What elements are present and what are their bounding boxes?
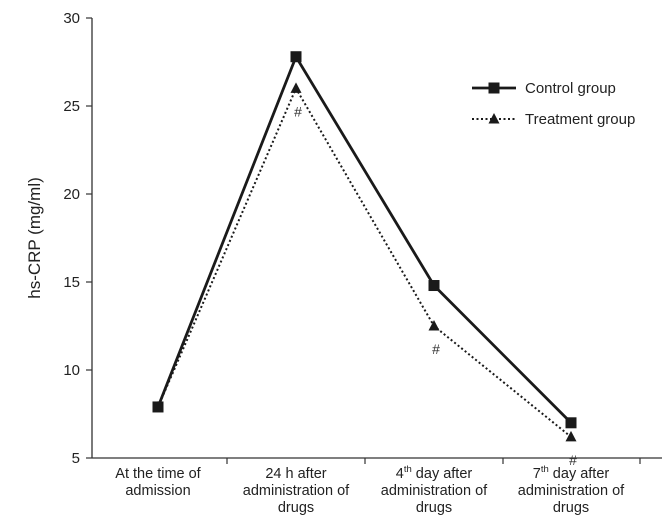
y-tick-label: 25 [63,98,80,115]
data-point-triangle [565,430,577,442]
y-tick-label: 10 [63,362,80,379]
x-tick-label-line: drugs [278,500,314,516]
data-point-triangle [488,113,500,124]
x-tick-label-line: drugs [553,500,589,516]
series-control-group [156,53,572,424]
data-point-square [488,82,500,94]
significance-marker: # [569,452,577,468]
significance-marker: # [294,103,302,119]
series-markers [152,51,577,429]
series-line [157,86,572,438]
y-tick-label: 15 [63,274,80,291]
x-tick-label-line: drugs [416,500,452,516]
y-tick-label: 30 [63,10,80,27]
legend: Control group Treatment group [472,80,635,128]
data-point-triangle [290,82,302,93]
y-tick-label: 20 [63,186,80,203]
x-tick-label-line: admission [125,483,190,499]
data-point-triangle [428,320,440,331]
series-line [156,53,572,424]
data-point-square [152,401,164,413]
data-point-square [290,51,302,63]
y-tick-label: 5 [72,450,80,467]
legend-label: Treatment group [525,111,635,128]
significance-marker: # [432,341,440,357]
annotation-layer: # # # [294,103,577,467]
x-tick-label-line: 4th day after [396,464,473,482]
x-tick-label-line: administration of [381,483,488,499]
legend-item: Control group [472,80,616,97]
x-tick-label-line: administration of [518,483,625,499]
x-tick-label-line: administration of [243,483,350,499]
data-point-square [565,417,577,429]
legend-label: Control group [525,80,616,97]
series-layer [152,51,577,442]
y-axis-title: hs-CRP (mg/ml) [25,177,44,299]
x-tick-label-line: 7th day after [533,464,610,482]
x-tick-label-line: 24 h after [265,466,326,482]
series-treatment-group [157,86,572,438]
data-point-square [428,280,440,292]
legend-item: Treatment group [472,111,635,128]
x-tick-label-line: At the time of [115,466,201,482]
